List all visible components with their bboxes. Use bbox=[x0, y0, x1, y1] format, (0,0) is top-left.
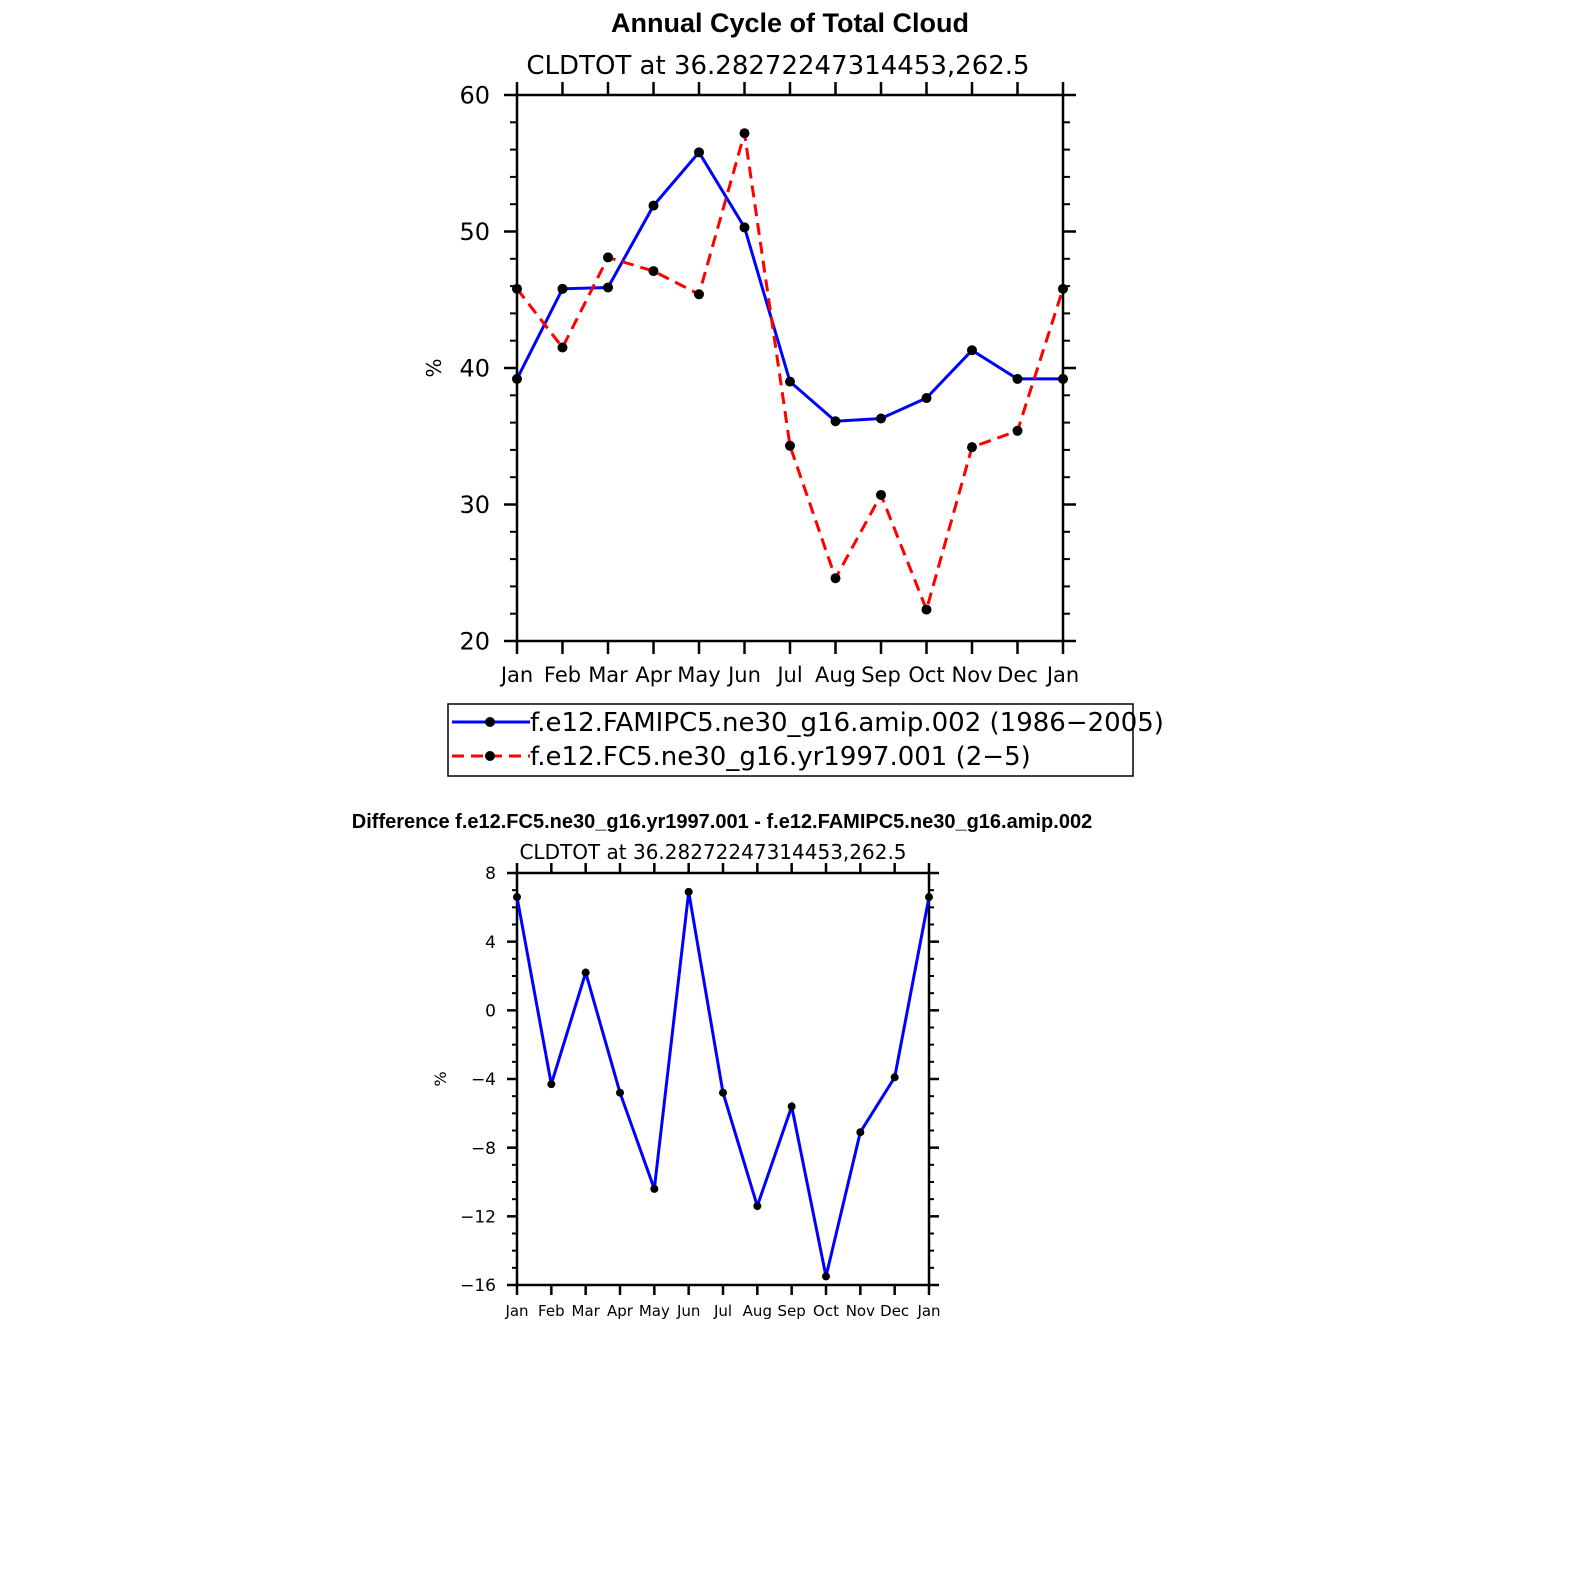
legend-box bbox=[447, 703, 1134, 777]
chart2-series-0-point bbox=[753, 1202, 762, 1211]
chart2-series-0-point bbox=[822, 1272, 830, 1281]
chart1-xtick-label: Aug bbox=[815, 663, 856, 687]
chart2-series-0-point bbox=[787, 1102, 796, 1111]
chart1-series-1-point bbox=[739, 128, 750, 139]
chart2-series-0-point bbox=[513, 893, 521, 902]
chart2-xtick-label: Nov bbox=[846, 1302, 875, 1320]
chart1-xtick-label: Dec bbox=[997, 663, 1038, 687]
chart2-axes: −16 −12 −8 −4 0 4 8 Jan Feb Mar Apr May Jun Jul Aug Sep… bbox=[460, 863, 941, 1320]
chart2-ytick-label: 4 bbox=[485, 933, 496, 953]
chart2-subtitle: CLDTOT at 36.28272247314453,262.5 bbox=[519, 840, 906, 864]
chart1-series-1-point bbox=[512, 283, 522, 294]
legend-marker-blue bbox=[485, 717, 495, 727]
chart2-series-0-point bbox=[719, 1088, 727, 1097]
chart2-series-0-point bbox=[856, 1128, 865, 1137]
chart1-ytick-label: 30 bbox=[459, 491, 490, 519]
chart1-series-0-point bbox=[830, 416, 841, 427]
chart1-xtick-label: Mar bbox=[588, 663, 628, 687]
chart2-ylabel: % bbox=[431, 1071, 450, 1086]
chart1-series-0-point bbox=[694, 147, 704, 158]
chart1-series-0-point bbox=[876, 413, 886, 424]
chart1-ytick-label: 60 bbox=[459, 82, 490, 110]
chart2-ytick-label: −16 bbox=[460, 1276, 496, 1296]
chart2-series-0-point bbox=[925, 893, 933, 902]
chart2-ytick-label: 0 bbox=[485, 1001, 496, 1021]
chart2-series-0-point bbox=[581, 968, 590, 977]
difference-chart: Difference f.e12.FC5.ne30_g16.yr1997.001… bbox=[352, 811, 1092, 1320]
chart1-series-0-point bbox=[1012, 373, 1023, 384]
chart1-series-0-point bbox=[967, 345, 977, 356]
chart1-xtick-label: Feb bbox=[544, 663, 581, 687]
chart1-series-0-point bbox=[921, 393, 932, 404]
chart1-axes: 20 30 40 50 60 Jan Feb Mar Apr May Jun Jul Aug Sep Oct… bbox=[459, 82, 1079, 687]
chart2-xtick-label: Oct bbox=[813, 1302, 839, 1320]
chart1-series-0-point bbox=[512, 373, 522, 384]
chart1-xtick-label: Jun bbox=[726, 663, 761, 687]
chart1-series-1-point bbox=[1058, 283, 1068, 294]
chart2-series-0-point bbox=[684, 887, 693, 896]
chart1-legend: f.e12.FAMIPC5.ne30_g16.amip.002 (1986−20… bbox=[447, 703, 1164, 777]
chart1-series-0-point bbox=[648, 200, 659, 211]
chart2-series bbox=[513, 887, 933, 1281]
chart2-xtick-label: Apr bbox=[607, 1302, 634, 1320]
chart2-xtick-label: Sep bbox=[778, 1302, 806, 1320]
chart1-series-0-point bbox=[1058, 373, 1068, 384]
chart2-ytick-label: −12 bbox=[460, 1207, 496, 1227]
chart2-title: Difference f.e12.FC5.ne30_g16.yr1997.001… bbox=[352, 811, 1092, 833]
chart1-series-1-point bbox=[876, 489, 886, 500]
chart2-series-0-point bbox=[890, 1073, 899, 1082]
chart1-xtick-label: Oct bbox=[908, 663, 944, 687]
chart1-title: Annual Cycle of Total Cloud bbox=[611, 8, 969, 38]
chart2-xtick-label: Jun bbox=[676, 1302, 700, 1320]
chart2-series-0-point bbox=[650, 1184, 659, 1193]
chart1-xtick-label: Nov bbox=[952, 663, 993, 687]
chart1-xtick-label: Jan bbox=[499, 663, 533, 687]
chart1-ytick-label: 20 bbox=[459, 628, 490, 656]
chart1-series-1-point bbox=[603, 252, 613, 263]
chart1-subtitle: CLDTOT at 36.28272247314453,262.5 bbox=[526, 51, 1029, 81]
chart1-series-0-point bbox=[603, 282, 613, 293]
chart2-xtick-label: Aug bbox=[743, 1302, 772, 1320]
chart1-xtick-label: Jul bbox=[775, 663, 802, 687]
chart1-series-1-point bbox=[694, 289, 704, 300]
chart2-xtick-label: Feb bbox=[538, 1302, 565, 1320]
chart1-ytick-label: 40 bbox=[459, 355, 490, 383]
legend-label-blue: f.e12.FAMIPC5.ne30_g16.amip.002 (1986−20… bbox=[530, 708, 1164, 738]
chart1-series-0-point bbox=[557, 283, 568, 294]
chart1-xtick-label: Sep bbox=[861, 663, 901, 687]
chart2-xtick-label: Jul bbox=[713, 1302, 732, 1320]
chart1-series-1-point bbox=[785, 440, 795, 451]
chart2-ytick-label: −4 bbox=[471, 1070, 496, 1090]
chart1-series bbox=[512, 128, 1068, 615]
chart2-xtick-label: Jan bbox=[916, 1302, 940, 1320]
legend-marker-red bbox=[485, 751, 495, 761]
chart2-series-0-point bbox=[616, 1088, 624, 1097]
chart2-ytick-label: 8 bbox=[485, 864, 496, 884]
chart2-xtick-label: Mar bbox=[572, 1302, 601, 1320]
chart1-series-1-point bbox=[648, 266, 659, 277]
chart1-xtick-label: Jan bbox=[1045, 663, 1079, 687]
chart2-xtick-label: Jan bbox=[504, 1302, 528, 1320]
chart1-ytick-label: 50 bbox=[459, 218, 490, 246]
chart1-ylabel: % bbox=[422, 358, 446, 377]
chart1-series-1-point bbox=[967, 442, 977, 453]
annual-cycle-chart: Annual Cycle of Total Cloud CLDTOT at 36… bbox=[422, 8, 1164, 777]
chart2-series-0-point bbox=[547, 1080, 556, 1089]
chart2-xtick-label: May bbox=[639, 1302, 670, 1320]
chart2-xtick-label: Dec bbox=[880, 1302, 909, 1320]
chart1-series-0-point bbox=[785, 376, 795, 387]
chart1-series-1-point bbox=[830, 573, 841, 584]
chart1-series-1-point bbox=[557, 342, 568, 353]
legend-label-red: f.e12.FC5.ne30_g16.yr1997.001 (2−5) bbox=[530, 742, 1031, 772]
chart1-series-0-point bbox=[739, 222, 750, 233]
chart1-xtick-label: Apr bbox=[635, 663, 672, 687]
chart1-xtick-label: May bbox=[677, 663, 720, 687]
chart1-series-1-point bbox=[921, 604, 932, 615]
chart2-ytick-label: −8 bbox=[471, 1139, 496, 1159]
chart1-series-1-point bbox=[1012, 425, 1023, 436]
